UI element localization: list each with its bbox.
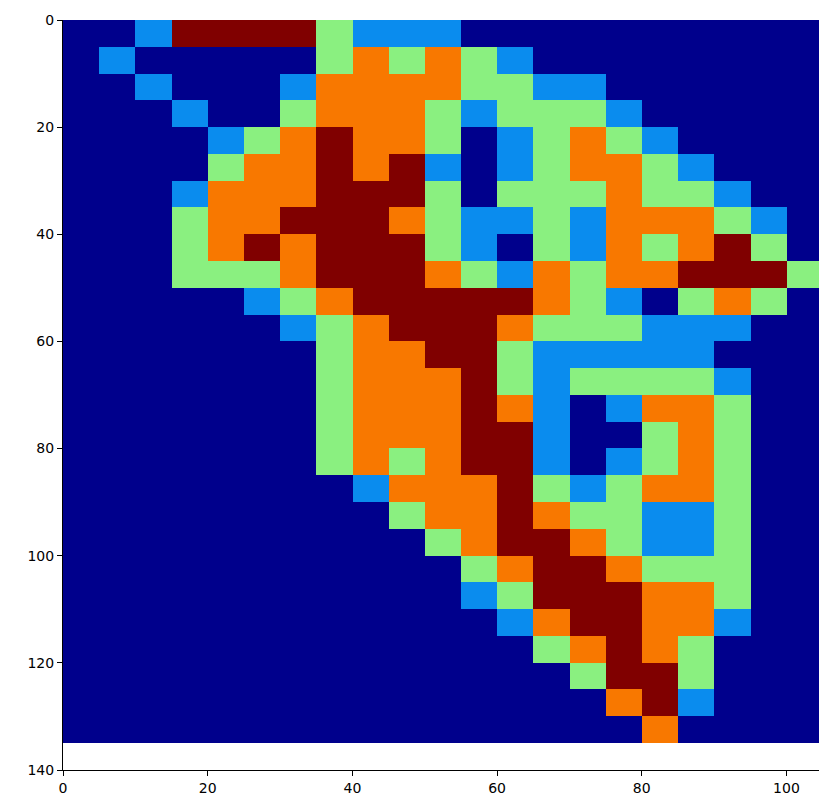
svg-text:100: 100: [27, 548, 54, 564]
svg-text:120: 120: [27, 655, 54, 671]
svg-text:0: 0: [45, 12, 54, 28]
svg-text:140: 140: [27, 762, 54, 778]
svg-text:40: 40: [36, 226, 54, 242]
svg-text:0: 0: [59, 780, 68, 796]
svg-text:40: 40: [343, 780, 361, 796]
svg-text:60: 60: [488, 780, 506, 796]
svg-text:100: 100: [773, 780, 800, 796]
svg-text:20: 20: [199, 780, 217, 796]
svg-text:80: 80: [36, 440, 54, 456]
svg-text:80: 80: [633, 780, 651, 796]
svg-text:20: 20: [36, 119, 54, 135]
svg-text:60: 60: [36, 333, 54, 349]
